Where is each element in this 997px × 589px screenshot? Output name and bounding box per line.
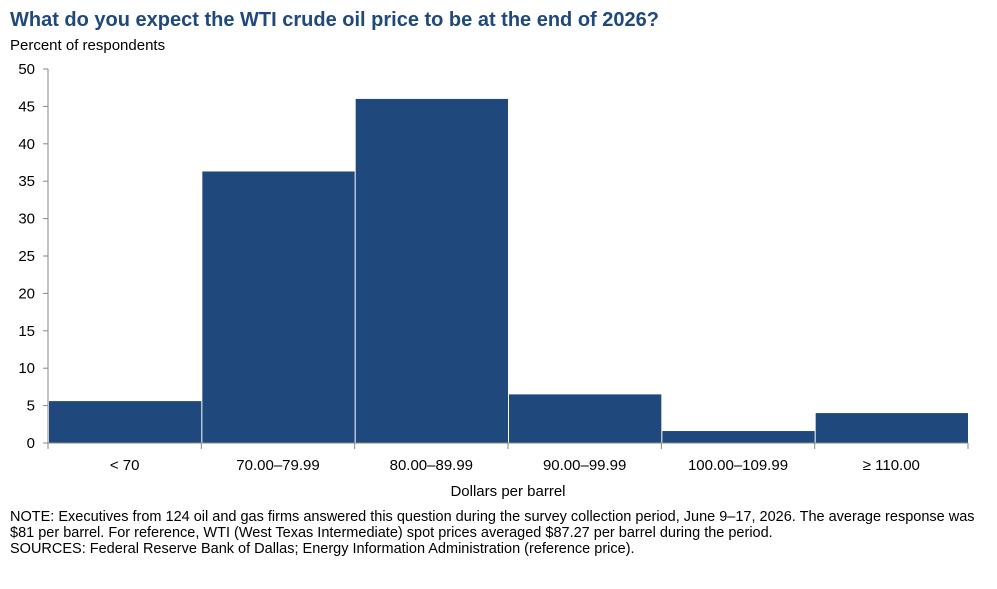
y-tick-label: 15 <box>18 323 35 340</box>
y-tick-label: 5 <box>27 398 35 415</box>
y-axis-label: Percent of respondents <box>10 37 166 54</box>
y-tick-label: 40 <box>18 136 35 153</box>
bar-chart: 0 5 10 15 20 25 30 35 40 45 50 < 70 70.00–79.99 80.0… <box>18 61 969 500</box>
bar <box>355 98 508 444</box>
x-tick-label: 70.00–79.99 <box>236 457 319 474</box>
x-tick-label: 80.00–89.99 <box>390 457 473 474</box>
y-tick-label: 25 <box>18 248 35 265</box>
footnotes: NOTE: Executives from 124 oil and gas fi… <box>10 509 985 557</box>
y-tick-label: 35 <box>18 173 35 190</box>
y-axis-ticks: 0 5 10 15 20 25 30 35 40 45 50 <box>18 61 48 452</box>
bars <box>49 98 968 444</box>
bar <box>815 413 968 443</box>
sources-text: SOURCES: Federal Reserve Bank of Dallas;… <box>10 541 635 557</box>
y-tick-label: 50 <box>18 61 35 78</box>
chart-title: What do you expect the WTI crude oil pri… <box>10 9 659 31</box>
x-axis-label: Dollars per barrel <box>450 483 565 500</box>
y-tick-label: 20 <box>18 285 35 302</box>
x-axis-ticks: < 70 70.00–79.99 80.00–89.99 90.00–99.99 100… <box>47 443 969 474</box>
bar <box>202 171 355 443</box>
x-tick-label: 100.00–109.99 <box>688 457 788 474</box>
y-tick-label: 30 <box>18 211 35 228</box>
y-tick-label: 10 <box>18 360 35 377</box>
bar <box>509 394 662 443</box>
bar <box>49 401 202 443</box>
y-tick-label: 45 <box>18 98 35 115</box>
x-tick-label: < 70 <box>110 457 140 474</box>
y-tick-label: 0 <box>27 435 35 452</box>
x-tick-label: 90.00–99.99 <box>543 457 626 474</box>
bar <box>662 431 815 443</box>
note-text: NOTE: Executives from 124 oil and gas fi… <box>10 509 975 541</box>
x-tick-label: ≥ 110.00 <box>863 457 920 474</box>
